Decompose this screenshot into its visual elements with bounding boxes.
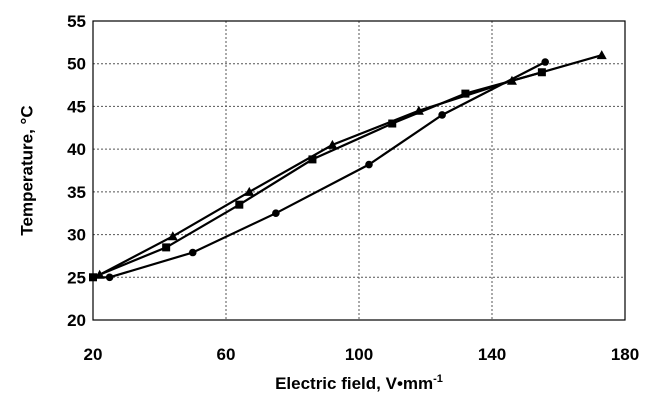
- x-axis-title: Electric field, V•mm-1: [275, 373, 443, 393]
- data-point-triangle: [596, 50, 607, 60]
- data-point-triangle: [327, 139, 338, 149]
- y-tick-label: 45: [67, 97, 86, 116]
- grid: [93, 21, 625, 320]
- data-point-square: [235, 200, 244, 209]
- data-point-square: [461, 89, 470, 98]
- x-axis-ticks: 20 60 100 140 180: [84, 345, 640, 364]
- series-line-square: [92, 71, 543, 279]
- plot-area-frame: [92, 20, 626, 321]
- y-axis-title: Temperature, °C: [17, 105, 36, 235]
- x-tick-label: 60: [217, 345, 236, 364]
- y-axis-ticks: 20 25 30 35 40 45 50 55: [67, 12, 86, 330]
- data-point-triangle: [413, 105, 424, 115]
- data-point-triangle: [167, 231, 178, 241]
- data-point-circle: [438, 111, 446, 119]
- data-point-circle: [105, 273, 114, 282]
- y-tick-label: 55: [67, 12, 86, 31]
- x-tick-label: 100: [345, 345, 373, 364]
- data-point-circle: [188, 248, 197, 257]
- data-point-circle: [365, 160, 373, 169]
- y-tick-label: 30: [67, 226, 86, 245]
- x-tick-label: 180: [611, 345, 639, 364]
- y-tick-label: 50: [67, 55, 86, 74]
- data-point-circle: [541, 58, 549, 66]
- data-point-square: [162, 243, 171, 252]
- y-tick-label: 35: [67, 183, 86, 202]
- y-tick-label: 25: [67, 268, 86, 287]
- data-point-square: [89, 273, 97, 282]
- series-line-circle: [93, 61, 546, 279]
- data-point-triangle: [244, 186, 255, 196]
- x-tick-label: 20: [84, 345, 103, 364]
- series-layer: [89, 50, 607, 282]
- data-point-triangle: [506, 75, 517, 85]
- data-point-triangle: [94, 269, 105, 279]
- data-point-square: [388, 119, 397, 128]
- series-triangle: [94, 50, 607, 279]
- data-point-square: [308, 155, 317, 164]
- series-square: [89, 68, 546, 282]
- data-point-circle: [272, 209, 280, 218]
- x-axis-title-text: Electric field, V•mm: [275, 374, 433, 393]
- y-tick-label: 40: [67, 140, 86, 159]
- x-tick-label: 140: [478, 345, 506, 364]
- y-tick-label: 20: [67, 311, 86, 330]
- x-axis-title-superscript: -1: [433, 373, 443, 385]
